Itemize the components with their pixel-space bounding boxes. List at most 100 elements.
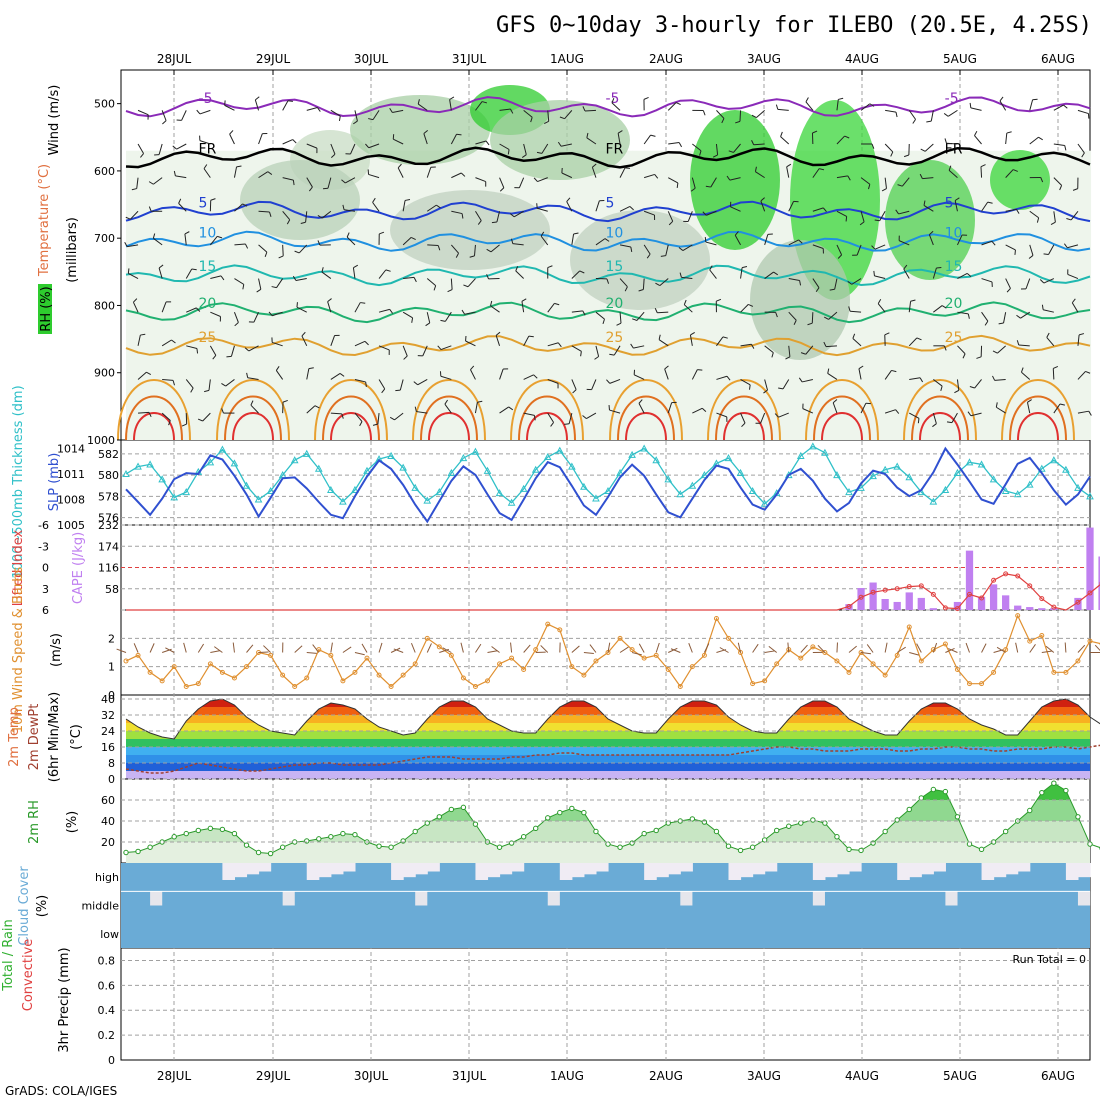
pressure-tick-label: 700	[94, 232, 115, 245]
wind-label: Wind (m/s)	[47, 85, 62, 156]
wind-barb	[426, 312, 431, 324]
wind-barb-flag	[294, 250, 300, 254]
wind-barb	[613, 345, 621, 356]
wind-barb	[932, 412, 937, 424]
warm-contour	[322, 395, 380, 441]
wind-barb	[734, 235, 741, 246]
cape-bar	[881, 599, 889, 610]
wind-barb	[298, 244, 308, 254]
wind-barb-flag	[678, 247, 684, 251]
rh2m-marker	[424, 820, 430, 826]
wind-barb-flag	[812, 130, 818, 134]
wind-barb	[449, 99, 452, 111]
wind10m-barb	[442, 647, 452, 653]
wind-barb-flag	[533, 415, 536, 421]
rh-cell	[186, 150, 200, 440]
wind-barb-flag	[148, 206, 152, 212]
thickness-marker	[254, 495, 263, 503]
wind-barb-flag	[940, 385, 943, 392]
wind-barb-flag	[702, 110, 706, 116]
wind-speed-marker	[1039, 633, 1045, 638]
wind-barb	[805, 345, 814, 355]
wind-barb	[1005, 169, 1014, 178]
cloud-gap-high	[656, 863, 669, 878]
wind-barb-flag	[699, 150, 702, 156]
wind-barb	[209, 345, 217, 356]
warm-contour	[518, 395, 576, 441]
date-label-top: 28JUL	[157, 52, 192, 66]
wind-barb	[512, 243, 524, 246]
wind-barb	[874, 275, 886, 280]
wind-barb-flag	[433, 285, 437, 291]
wind-barb-flag	[658, 334, 661, 340]
wind-barb-flag	[196, 109, 201, 115]
wind-barb-flag	[437, 245, 441, 251]
date-label-bottom: 2AUG	[649, 1069, 683, 1083]
wind-barb-flag	[941, 305, 947, 309]
wind-barb	[225, 379, 235, 387]
temp-band	[126, 771, 1090, 779]
wind-barb	[490, 244, 500, 253]
cape-bar	[953, 601, 962, 610]
warm-contour	[609, 379, 683, 441]
wind-barb-flag	[173, 170, 176, 177]
wind-speed-marker	[304, 675, 310, 681]
wind-barb-flag	[611, 98, 615, 104]
wind-barb	[402, 345, 408, 357]
wind-barb-flag	[929, 230, 934, 236]
wind-barb	[860, 103, 871, 111]
rh-cell	[571, 150, 585, 440]
wind-barb-flag	[798, 377, 803, 383]
warm-contour	[1001, 379, 1075, 441]
wind-barb	[836, 135, 845, 145]
wind-barb	[137, 334, 141, 346]
wind-speed-marker	[701, 652, 707, 658]
grads-credit: GrADS: COLA/IGES	[5, 1084, 117, 1098]
thickness-marker	[869, 472, 877, 480]
wind-barb	[272, 341, 283, 347]
wind-barb	[825, 345, 837, 348]
wind-barb-flag	[895, 111, 898, 118]
rh2m-tick-label: 20	[101, 836, 115, 849]
wind-barb-flag	[895, 409, 900, 414]
rh-cell	[547, 150, 561, 440]
wind-barb	[158, 143, 163, 155]
rh2m-marker	[279, 844, 286, 850]
wind-barb-flag	[630, 246, 633, 253]
wind-barb	[547, 342, 559, 347]
rh2m-marker	[1051, 780, 1057, 786]
wind-barb	[782, 379, 790, 390]
wind-barb	[617, 133, 621, 145]
wind-barb-flag	[250, 400, 254, 406]
wind-barb-flag	[890, 151, 894, 157]
wind-barb-flag	[372, 423, 379, 426]
wind-barb	[176, 143, 187, 150]
wind-barb	[253, 311, 260, 323]
cape-label: CAPE (J/kg)	[71, 532, 86, 604]
wind10m-barb	[848, 645, 857, 653]
wind-barb-flag	[221, 408, 224, 414]
wind-barb	[467, 278, 476, 288]
contour-label: 25	[606, 330, 624, 346]
warm-contour	[125, 395, 183, 441]
wind-barb-flag	[491, 221, 497, 224]
wind-barb-flag	[987, 201, 993, 204]
wind-barb	[740, 343, 752, 347]
wind-barb-flag	[389, 107, 393, 113]
li-marker	[870, 589, 876, 595]
li-marker	[1015, 573, 1021, 579]
wind-barb	[199, 140, 211, 145]
wind-barb-flag	[372, 197, 376, 203]
wind-barb-flag	[463, 284, 469, 288]
warm-contour	[821, 412, 863, 441]
date-label-top: 4AUG	[845, 52, 879, 66]
wind-barb-flag	[444, 399, 449, 405]
wind-barb	[137, 143, 144, 154]
rh2m-marker	[749, 844, 756, 850]
wind-barb	[305, 211, 308, 223]
wind-barb	[901, 177, 910, 187]
warm-contour	[911, 395, 969, 441]
wind-barb	[426, 204, 437, 212]
rh-cell	[1077, 150, 1092, 440]
wind-barb-flag	[203, 164, 208, 169]
